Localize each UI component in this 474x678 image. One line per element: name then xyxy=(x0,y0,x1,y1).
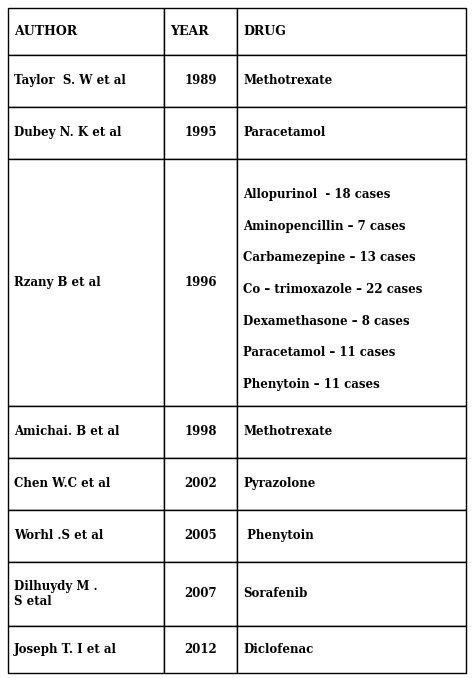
Bar xyxy=(237,458,466,510)
Text: 1996: 1996 xyxy=(184,276,217,289)
Bar xyxy=(164,562,237,626)
Bar xyxy=(8,55,164,107)
Bar xyxy=(237,406,466,458)
Text: Phenytoin – 11 cases: Phenytoin – 11 cases xyxy=(243,378,380,391)
Bar xyxy=(237,159,466,406)
Bar xyxy=(164,626,237,673)
Text: Phenytoin: Phenytoin xyxy=(243,530,314,542)
Text: DRUG: DRUG xyxy=(243,25,286,38)
Text: Sorafenib: Sorafenib xyxy=(243,587,307,601)
Bar xyxy=(8,107,164,159)
Text: Carbamezepine – 13 cases: Carbamezepine – 13 cases xyxy=(243,252,416,264)
Bar xyxy=(237,510,466,562)
Text: 1995: 1995 xyxy=(184,126,217,140)
Bar xyxy=(237,55,466,107)
Bar xyxy=(237,107,466,159)
Text: Diclofenac: Diclofenac xyxy=(243,643,313,656)
Text: 1989: 1989 xyxy=(184,75,217,87)
Bar xyxy=(164,458,237,510)
Text: 1998: 1998 xyxy=(184,426,217,439)
Bar xyxy=(8,510,164,562)
Text: Joseph T. I et al: Joseph T. I et al xyxy=(14,643,117,656)
Text: Taylor  S. W et al: Taylor S. W et al xyxy=(14,75,126,87)
Text: Methotrexate: Methotrexate xyxy=(243,426,332,439)
Bar xyxy=(164,406,237,458)
Text: Paracetamol – 11 cases: Paracetamol – 11 cases xyxy=(243,346,395,359)
Text: Dilhuydy M .
S etal: Dilhuydy M . S etal xyxy=(14,580,98,608)
Text: YEAR: YEAR xyxy=(170,25,209,38)
Text: Amichai. B et al: Amichai. B et al xyxy=(14,426,119,439)
Text: 2012: 2012 xyxy=(184,643,217,656)
Text: Worhl .S et al: Worhl .S et al xyxy=(14,530,103,542)
Text: Paracetamol: Paracetamol xyxy=(243,126,325,140)
Bar xyxy=(164,159,237,406)
Bar xyxy=(164,8,237,55)
Bar xyxy=(237,8,466,55)
Bar xyxy=(237,562,466,626)
Text: Pyrazolone: Pyrazolone xyxy=(243,477,315,490)
Text: Allopurinol  - 18 cases: Allopurinol - 18 cases xyxy=(243,188,391,201)
Text: Rzany B et al: Rzany B et al xyxy=(14,276,100,289)
Bar xyxy=(8,626,164,673)
Bar xyxy=(237,626,466,673)
Text: 2002: 2002 xyxy=(184,477,217,490)
Text: Dexamethasone – 8 cases: Dexamethasone – 8 cases xyxy=(243,315,410,327)
Text: Co – trimoxazole – 22 cases: Co – trimoxazole – 22 cases xyxy=(243,283,422,296)
Text: Chen W.C et al: Chen W.C et al xyxy=(14,477,110,490)
Text: Methotrexate: Methotrexate xyxy=(243,75,332,87)
Text: AUTHOR: AUTHOR xyxy=(14,25,77,38)
Text: Aminopencillin – 7 cases: Aminopencillin – 7 cases xyxy=(243,220,405,233)
Text: Dubey N. K et al: Dubey N. K et al xyxy=(14,126,121,140)
Bar xyxy=(8,8,164,55)
Bar xyxy=(8,458,164,510)
Bar xyxy=(164,55,237,107)
Bar xyxy=(164,107,237,159)
Bar xyxy=(8,562,164,626)
Text: 2005: 2005 xyxy=(184,530,217,542)
Bar xyxy=(8,406,164,458)
Bar xyxy=(8,159,164,406)
Bar xyxy=(164,510,237,562)
Text: 2007: 2007 xyxy=(184,587,217,601)
